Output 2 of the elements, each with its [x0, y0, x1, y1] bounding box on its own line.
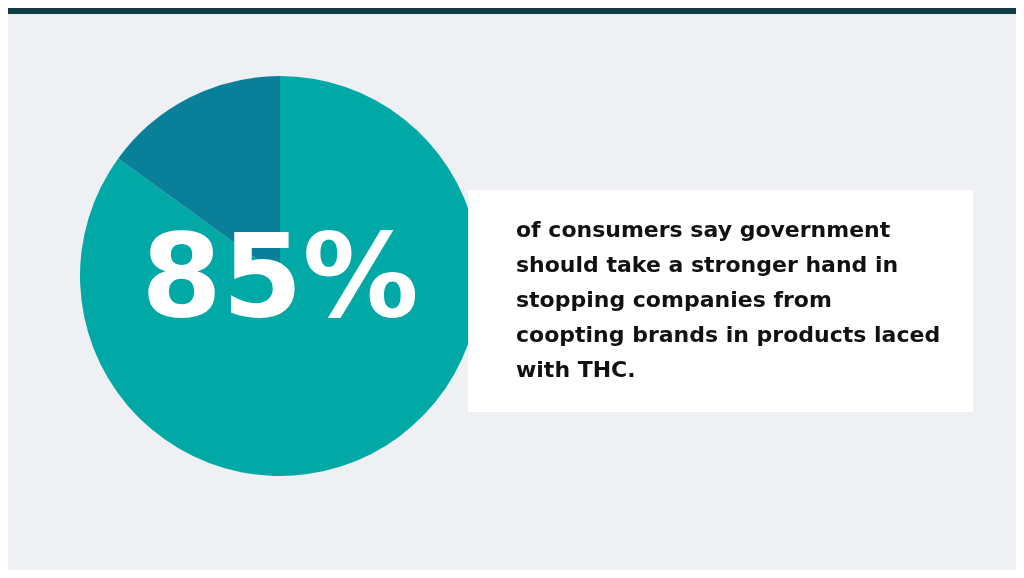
text: of consumers say government should take a stronger hand in stopping companies from coopting brands in products laced with THC. [516, 217, 941, 382]
data-label: 85% [141, 208, 419, 344]
